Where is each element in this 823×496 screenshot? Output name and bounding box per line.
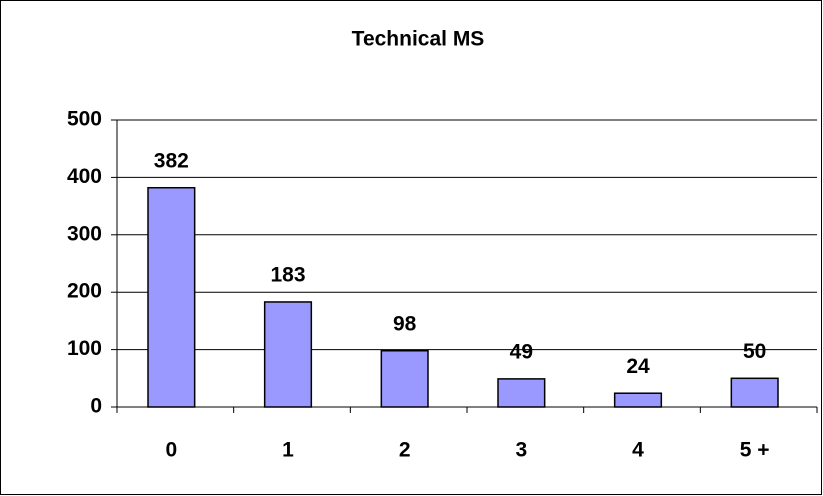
y-tick-label: 400 (67, 165, 102, 188)
data-label: 382 (154, 149, 189, 172)
y-tick-label: 300 (67, 222, 102, 245)
bar (730, 377, 779, 408)
y-tick-label: 0 (90, 395, 102, 418)
x-tick-label: 5 + (740, 439, 770, 462)
bar (613, 392, 663, 408)
x-tick-label: 4 (632, 439, 644, 462)
data-label: 24 (626, 355, 650, 378)
y-tick-label: 100 (67, 337, 102, 360)
x-tick-label: 2 (399, 439, 411, 462)
x-tick-label: 3 (515, 439, 527, 462)
data-label: 49 (510, 340, 533, 363)
data-label: 183 (270, 264, 305, 287)
y-tick-label: 500 (67, 108, 102, 131)
bar (147, 186, 196, 408)
data-label: 50 (743, 340, 766, 363)
bar (380, 349, 429, 408)
bar (263, 301, 313, 408)
chart-title: Technical MS (352, 28, 485, 51)
data-label: 98 (393, 312, 417, 335)
y-tick-label: 200 (67, 280, 102, 303)
bar (497, 378, 546, 408)
x-tick-label: 1 (282, 439, 294, 462)
x-tick-label: 0 (165, 439, 177, 462)
